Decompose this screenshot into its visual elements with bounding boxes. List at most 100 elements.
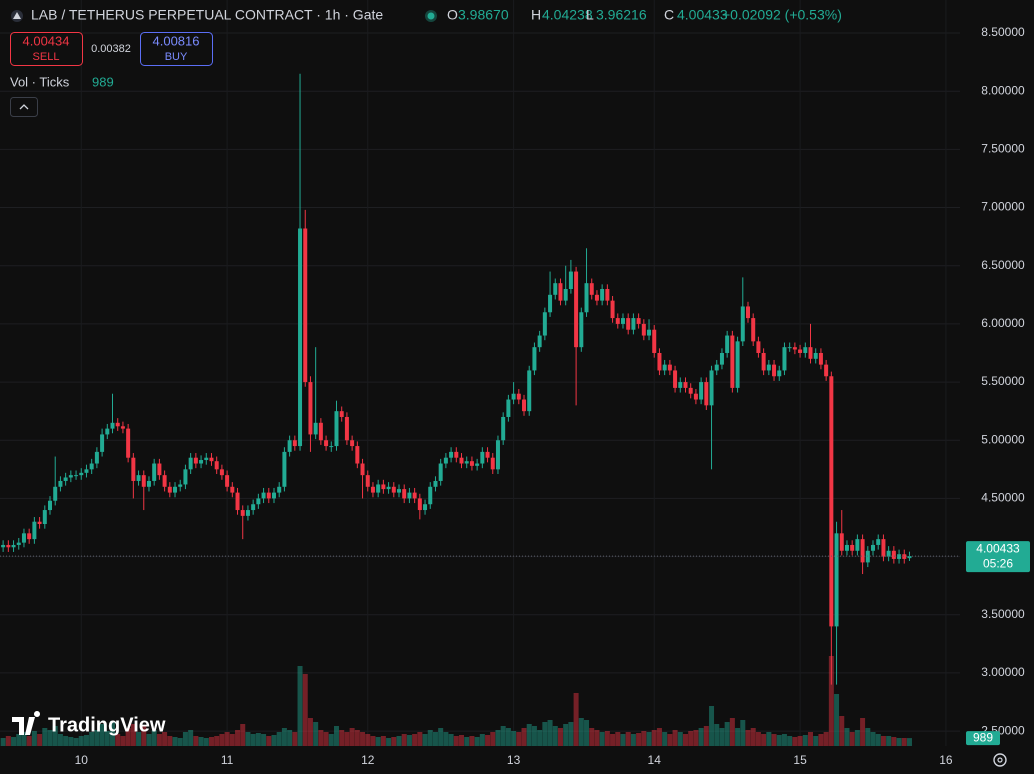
volume-bar (412, 734, 418, 746)
volume-bar (177, 738, 183, 746)
volume-bar (198, 737, 204, 746)
volume-bar (167, 736, 173, 746)
volume-bar (261, 734, 267, 746)
settings-icon[interactable] (993, 753, 1007, 767)
volume-bar (568, 722, 574, 746)
candle-body (730, 335, 735, 388)
candle-body (183, 469, 188, 485)
buy-price[interactable]: 4.00816 (153, 33, 200, 48)
candle-body (251, 504, 256, 511)
symbol-title[interactable]: LAB / TETHERUS PERPETUAL CONTRACT · 1h ·… (31, 7, 383, 23)
volume-bar (136, 732, 142, 746)
collapse-button-frame[interactable] (10, 97, 38, 117)
candle-body (537, 335, 542, 348)
candle-body (850, 544, 855, 551)
volume-bar (625, 732, 631, 746)
volume-bar (729, 718, 735, 746)
candle-body (699, 382, 704, 400)
candle-body (459, 457, 464, 464)
logo-mark (12, 711, 41, 735)
candle-body (615, 318, 620, 324)
candle-body (126, 428, 131, 458)
indicator-label[interactable]: Vol · Ticks (10, 74, 70, 89)
volume-bar (448, 734, 454, 746)
volume-bar (344, 732, 350, 746)
candle-body (532, 347, 537, 371)
collapse-button[interactable] (10, 97, 38, 117)
volume-bar (828, 656, 834, 746)
candle-body (235, 492, 240, 511)
volume-bar (188, 730, 194, 746)
buy-label[interactable]: BUY (165, 51, 188, 63)
candle-body (214, 461, 219, 470)
candle-body (318, 422, 323, 441)
sell-button[interactable]: 4.00434 SELL (10, 32, 83, 66)
x-tick-label: 10 (75, 753, 89, 767)
sell-button-frame[interactable] (10, 32, 83, 66)
candle-body (688, 387, 693, 394)
candle-body (438, 463, 443, 481)
volume-bar (485, 735, 491, 746)
volume-bar (21, 732, 27, 746)
y-tick-label: 3.00000 (981, 665, 1025, 679)
candle-body (370, 486, 375, 493)
candle-body (167, 486, 172, 493)
collapse-icon[interactable] (19, 104, 29, 110)
volume-bar (531, 726, 537, 746)
candle-body (563, 288, 568, 301)
volume-bar (203, 738, 209, 746)
volume-bar (240, 724, 246, 746)
volume-bar (276, 732, 282, 746)
settings-icon-center[interactable] (997, 757, 1003, 763)
sell-price[interactable]: 4.00434 (23, 33, 70, 48)
candle-body (178, 484, 183, 487)
volume-bar (151, 730, 157, 746)
candle-body (808, 347, 813, 359)
volume-bar (771, 734, 777, 746)
volume-bar (229, 734, 235, 746)
candle-body (876, 539, 881, 545)
volume-bar (740, 720, 746, 746)
candle-body (193, 457, 198, 464)
candle-body (475, 463, 480, 466)
candle-body (131, 457, 136, 481)
volume-bar (365, 734, 371, 746)
buy-button[interactable]: 4.00816 BUY (140, 32, 213, 66)
settings-button[interactable] (993, 753, 1007, 767)
volume-bar (323, 732, 329, 746)
volume-bar (557, 728, 563, 746)
volume-bar (615, 732, 621, 746)
candle-body (407, 492, 412, 499)
candle-body (89, 463, 94, 470)
volume-bar (214, 736, 220, 746)
candle-body (105, 428, 110, 435)
candle-body (136, 475, 141, 481)
candle-body (339, 411, 344, 417)
volume-bar (854, 730, 860, 746)
volume-bar (610, 734, 616, 746)
volume-bar (380, 736, 386, 746)
candle-body (787, 347, 792, 349)
last-price-label: 4.00433 (976, 541, 1020, 555)
candle-body (792, 347, 797, 350)
candle-body (829, 376, 834, 627)
volume-bar (839, 716, 845, 746)
volume-bar (656, 728, 662, 746)
candle-body (152, 463, 157, 481)
market-status-dot (427, 12, 435, 20)
buy-button-frame[interactable] (140, 32, 213, 66)
candle-body (683, 382, 688, 388)
sell-label[interactable]: SELL (33, 51, 60, 63)
volume-bar (672, 730, 678, 746)
volume-bar (224, 732, 230, 746)
candle-body (417, 498, 422, 511)
candle-body (110, 422, 115, 429)
plot-area (0, 73, 960, 746)
volume-bar (208, 737, 214, 746)
volume-bar (630, 734, 636, 746)
volume-bar (83, 735, 89, 746)
candle-body (350, 440, 355, 447)
candle-body (308, 382, 313, 435)
volume-bar (792, 737, 798, 746)
volume-bar (703, 726, 709, 746)
